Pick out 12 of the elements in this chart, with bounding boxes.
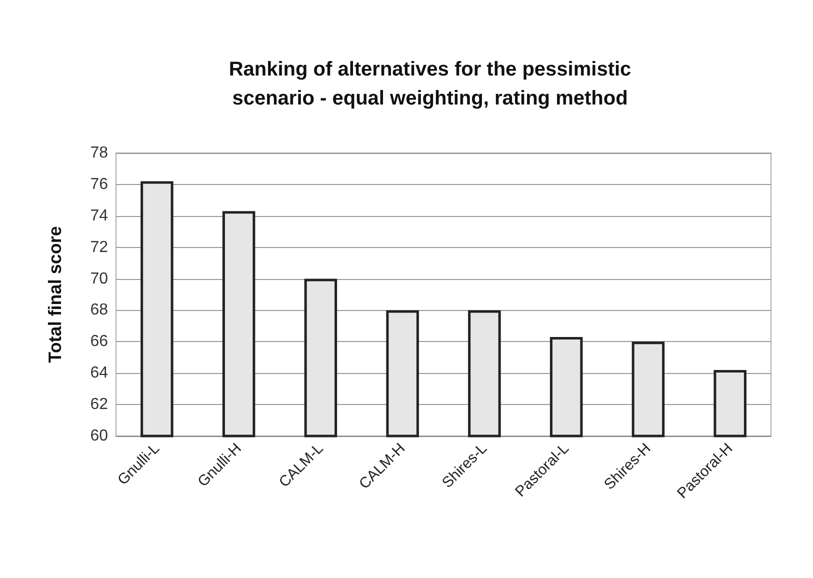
y-tick-label: 60 (90, 428, 108, 444)
y-tick-label: 78 (90, 144, 108, 162)
y-tick-label: 62 (90, 396, 108, 414)
y-tick-label: 72 (90, 238, 108, 256)
y-tick-label: 76 (90, 176, 108, 193)
chart-title: Ranking of alternatives for the pessimistic scenario - equal weighting, rating method (228, 58, 632, 110)
y-tick-label: 64 (90, 364, 108, 382)
y-tick-label: 70 (90, 270, 108, 288)
y-tick-label: 74 (90, 207, 108, 224)
y-tick-label: 68 (90, 302, 108, 319)
y-tick-label: 66 (90, 333, 108, 350)
y-axis-title: Total final score (45, 226, 65, 363)
